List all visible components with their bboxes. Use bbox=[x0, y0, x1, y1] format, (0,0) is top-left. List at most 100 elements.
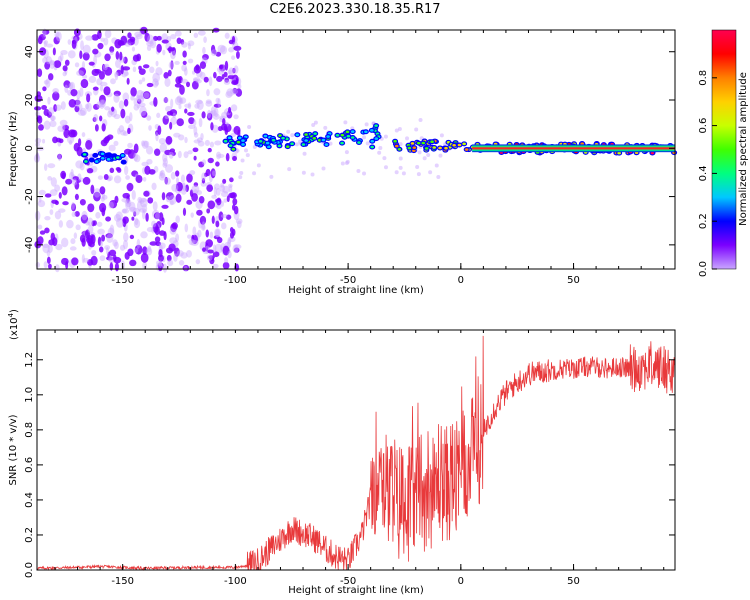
noise-blob bbox=[205, 99, 212, 104]
noise-blob bbox=[88, 75, 97, 84]
noise-blob bbox=[57, 153, 63, 160]
signal-core bbox=[444, 146, 448, 150]
signal-core bbox=[231, 147, 236, 151]
signal-core bbox=[370, 139, 375, 143]
noise-blob bbox=[44, 163, 48, 171]
noise-blob bbox=[154, 236, 161, 243]
noise-blob bbox=[133, 154, 141, 163]
noise-blob bbox=[224, 257, 229, 264]
noise-blob bbox=[211, 170, 216, 177]
noise-blob bbox=[85, 221, 91, 226]
signal-core bbox=[313, 132, 317, 135]
noise-blob bbox=[170, 171, 176, 180]
noise-blob bbox=[184, 108, 188, 114]
noise-blob bbox=[71, 203, 77, 212]
noise-blob bbox=[125, 175, 130, 180]
noise-blob bbox=[174, 247, 180, 257]
noise-blob bbox=[74, 105, 80, 113]
noise-blob bbox=[81, 210, 88, 221]
noise-blob bbox=[203, 36, 207, 43]
noise-blob bbox=[222, 261, 230, 270]
noise-blob bbox=[340, 161, 345, 166]
noise-blob bbox=[229, 88, 238, 95]
noise-blob bbox=[146, 158, 153, 165]
noise-blob bbox=[162, 162, 168, 168]
noise-blob bbox=[152, 201, 158, 211]
noise-blob bbox=[100, 37, 105, 42]
noise-blob bbox=[294, 142, 299, 147]
noise-blob bbox=[213, 186, 217, 197]
noise-blob bbox=[415, 164, 420, 169]
noise-blob bbox=[168, 151, 174, 159]
noise-blob bbox=[232, 198, 238, 206]
noise-blob bbox=[218, 64, 224, 70]
noise-blob bbox=[54, 184, 61, 192]
noise-blob bbox=[193, 155, 197, 161]
noise-blob bbox=[61, 186, 68, 196]
noise-blob bbox=[136, 98, 142, 105]
noise-blob bbox=[113, 175, 122, 184]
noise-blob bbox=[68, 98, 77, 108]
noise-blob bbox=[146, 40, 154, 47]
noise-blob bbox=[328, 141, 333, 146]
noise-blob bbox=[75, 160, 84, 169]
noise-blob bbox=[170, 60, 174, 70]
noise-blob bbox=[58, 220, 64, 228]
noise-blob bbox=[52, 47, 56, 56]
noise-blob bbox=[141, 203, 148, 214]
noise-blob bbox=[109, 167, 115, 174]
noise-blob bbox=[162, 115, 169, 125]
noise-blob bbox=[46, 256, 51, 264]
noise-blob bbox=[193, 139, 201, 144]
noise-blob bbox=[106, 256, 114, 261]
noise-blob bbox=[216, 75, 223, 82]
noise-blob bbox=[52, 91, 60, 101]
noise-blob bbox=[170, 116, 178, 125]
noise-blob bbox=[212, 113, 220, 120]
noise-blob bbox=[230, 132, 236, 138]
noise-blob bbox=[228, 106, 232, 114]
noise-blob bbox=[165, 195, 171, 203]
signal-core bbox=[407, 146, 412, 150]
noise-blob bbox=[70, 238, 76, 245]
noise-blob bbox=[104, 53, 111, 62]
noise-blob bbox=[86, 102, 92, 112]
noise-blob bbox=[313, 120, 318, 125]
noise-blob bbox=[201, 224, 206, 231]
noise-blob bbox=[222, 245, 230, 256]
noise-blob bbox=[194, 103, 200, 109]
noise-blob bbox=[209, 231, 214, 239]
noise-blob bbox=[48, 73, 54, 81]
noise-blob bbox=[37, 224, 43, 230]
noise-blob bbox=[107, 175, 113, 181]
noise-blob bbox=[212, 251, 220, 258]
noise-blob bbox=[71, 211, 77, 217]
heat-y-tick-label: 40 bbox=[24, 45, 35, 58]
noise-blob bbox=[161, 217, 165, 226]
noise-blob bbox=[182, 50, 187, 58]
noise-blob bbox=[164, 177, 171, 185]
noise-blob bbox=[43, 261, 48, 269]
noise-blob bbox=[70, 88, 78, 97]
noise-blob bbox=[61, 237, 69, 248]
noise-blob bbox=[103, 174, 109, 181]
noise-blob bbox=[190, 239, 199, 246]
noise-blob bbox=[91, 34, 100, 41]
snr-series-line bbox=[36, 335, 676, 571]
noise-blob bbox=[166, 254, 172, 262]
noise-blob bbox=[156, 260, 161, 266]
snr-x-tick-label: 50 bbox=[567, 576, 580, 587]
noise-blob bbox=[180, 39, 185, 45]
noise-blob bbox=[383, 134, 388, 139]
noise-blob bbox=[136, 103, 141, 109]
noise-blob bbox=[141, 209, 146, 220]
noise-blob bbox=[97, 236, 102, 247]
noise-blob bbox=[176, 250, 184, 257]
heat-x-tick-label: -100 bbox=[224, 275, 247, 286]
noise-blob bbox=[187, 150, 193, 155]
noise-blob bbox=[219, 45, 228, 55]
noise-blob bbox=[201, 177, 206, 184]
noise-blob bbox=[165, 164, 174, 173]
noise-blob bbox=[45, 43, 54, 48]
snr-y-tick-label: 0.8 bbox=[24, 422, 35, 438]
